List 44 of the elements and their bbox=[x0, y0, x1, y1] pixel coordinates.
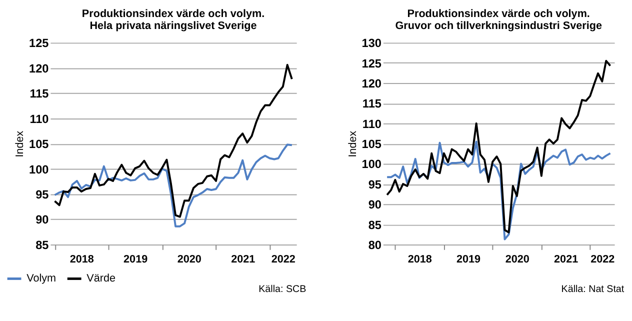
x-tick-label: 2021 bbox=[231, 254, 256, 266]
y-tick-label: 130 bbox=[362, 36, 382, 50]
x-tick-label: 2022 bbox=[271, 254, 296, 266]
x-tick-label: 2020 bbox=[505, 254, 530, 266]
x-tick-label: 2018 bbox=[408, 254, 432, 266]
y-tick-label: 120 bbox=[362, 76, 382, 90]
y-tick-label: 100 bbox=[362, 157, 382, 172]
text: Källa: Nat Stat bbox=[561, 284, 624, 295]
y-tick-label: 120 bbox=[29, 61, 50, 76]
y-tick-label: 90 bbox=[36, 212, 50, 227]
line-series bbox=[386, 140, 612, 240]
x-tick-label: 2021 bbox=[554, 254, 578, 266]
y-tick-label: 125 bbox=[362, 56, 382, 70]
x-tick-label: 2020 bbox=[177, 254, 202, 266]
y-tick-label: 95 bbox=[36, 187, 50, 202]
y-tick-label: 105 bbox=[29, 137, 50, 152]
line-series bbox=[386, 60, 612, 234]
y-tick-label: 115 bbox=[30, 86, 50, 101]
y-tick-label: 85 bbox=[368, 218, 382, 232]
legend-label: Värde bbox=[86, 272, 116, 285]
x-tick-label: 2018 bbox=[70, 254, 94, 266]
line-series bbox=[54, 64, 293, 218]
x-tick-label: 2019 bbox=[456, 254, 481, 266]
x-tick-label: 2019 bbox=[124, 254, 148, 266]
line-series bbox=[54, 144, 293, 228]
chart-title: Produktionsindex värde och volym. bbox=[407, 8, 590, 20]
y-tick-label: 125 bbox=[29, 36, 50, 50]
y-tick-label: 90 bbox=[368, 198, 382, 212]
chart-subtitle: Gruvor och tillverkningsindustri Sverige bbox=[395, 20, 602, 32]
text: Källa: SCB bbox=[258, 284, 307, 295]
chart-subtitle: Hela privata näringslivet Sverige bbox=[90, 20, 257, 32]
x-tick-label: 2022 bbox=[590, 254, 615, 266]
y-tick-label: 80 bbox=[368, 238, 382, 252]
y-tick-label: 100 bbox=[29, 162, 50, 176]
legend-label: Volym bbox=[26, 272, 56, 285]
y-tick-label: 110 bbox=[30, 112, 50, 126]
y-axis-title: Index bbox=[14, 130, 26, 158]
chart-title: Produktionsindex värde och volym. bbox=[82, 8, 265, 20]
y-tick-label: 115 bbox=[362, 96, 382, 111]
y-tick-label: 110 bbox=[362, 116, 382, 131]
y-tick-label: 85 bbox=[36, 238, 50, 252]
y-tick-label: 95 bbox=[368, 177, 382, 192]
y-tick-label: 105 bbox=[362, 137, 382, 152]
y-axis-title: Index bbox=[346, 130, 359, 158]
